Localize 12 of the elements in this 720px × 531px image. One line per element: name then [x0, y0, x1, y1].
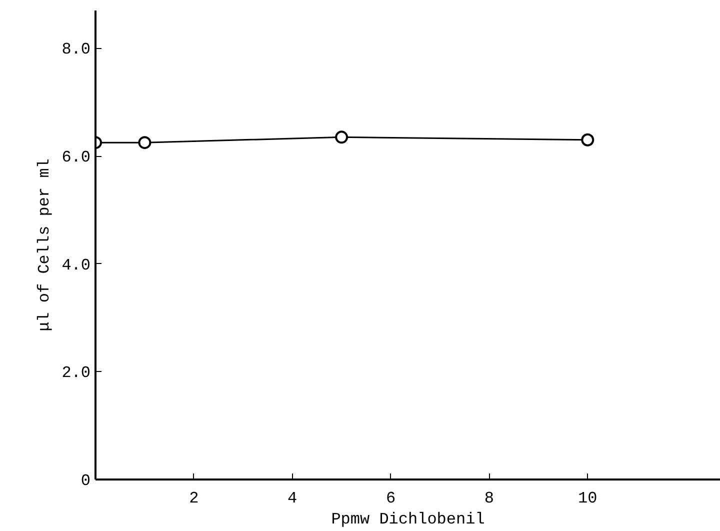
y-axis-title: μl of Cells per ml	[36, 158, 54, 332]
x-tick-label: 10	[578, 490, 598, 508]
y-tick-label: 0	[80, 472, 91, 490]
y-tick-label: 6.0	[62, 148, 91, 167]
y-tick-label: 2.0	[62, 364, 91, 382]
x-tick-label: 8	[484, 490, 494, 508]
x-tick-label: 4	[288, 490, 298, 508]
y-tick-label: 8.0	[62, 40, 91, 59]
x-tick-label: 2	[189, 490, 199, 508]
x-tick-label: 6	[386, 490, 396, 508]
x-axis-title: Ppmw Dichlobenil	[331, 510, 485, 528]
y-tick-label: 4.0	[62, 256, 91, 274]
